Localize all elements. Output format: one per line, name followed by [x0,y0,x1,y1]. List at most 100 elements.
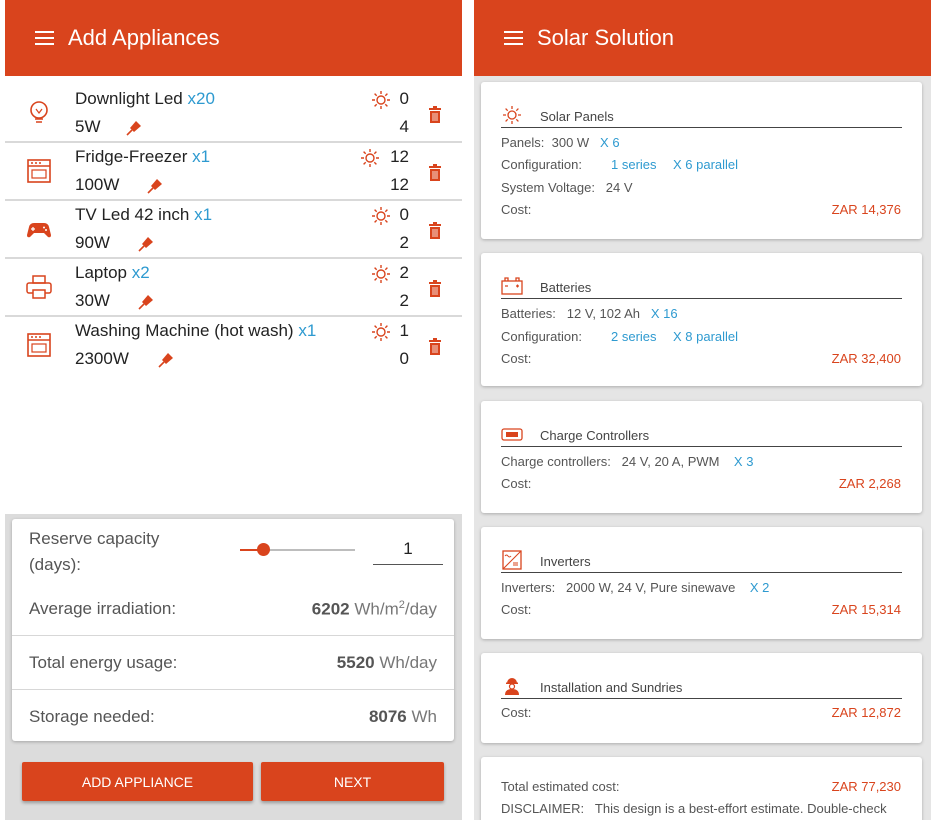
panels-value: 300 W [551,135,590,150]
sun-icon [372,91,390,109]
cost-value: ZAR 2,268 [838,476,901,491]
moon-icon [378,351,386,367]
washing-machine-icon [27,333,51,357]
moon-icon [378,119,386,135]
storage-needed-number: 8076 [368,707,407,726]
page-title: Solar Solution [537,25,674,50]
total-cost-label: Total estimated cost: [501,779,620,794]
menu-icon[interactable] [35,31,54,46]
reserve-capacity-slider[interactable] [240,543,355,556]
appliance-power: 100W [75,175,120,194]
appliance-qty[interactable]: x2 [131,263,150,282]
trash-icon[interactable] [428,280,442,297]
slider-knob[interactable] [257,543,270,556]
batteries-key: Batteries: [501,306,556,321]
divider [12,635,454,636]
controllers-value: 24 V, 20 A, PWM [621,454,720,469]
config-parallel: X 8 parallel [673,329,739,344]
battery-icon [501,277,523,295]
night-hours[interactable]: 0 [399,349,409,368]
batteries-multiplier: X 16 [650,306,678,321]
plug-icon [138,295,153,310]
charge-controller-icon [501,428,523,441]
card-header: Inverters [501,550,902,573]
panels-multiplier: X 6 [600,135,620,150]
appliance-row[interactable]: Downlight Led x20 5W 0 4 [5,85,462,143]
appliance-row[interactable]: Fridge-Freezer x1 100W 12 12 [5,143,462,201]
cost-value: ZAR 12,872 [831,705,901,720]
total-card: Total estimated cost: ZAR 77,230 DISCLAI… [481,757,922,820]
plug-icon [138,237,153,252]
add-appliance-button[interactable]: ADD APPLIANCE [22,762,253,801]
day-hours[interactable]: 0 [399,89,409,108]
moon-icon [378,235,386,251]
inverters-card: Inverters Inverters: 2000 W, 24 V, Pure … [481,527,922,639]
total-cost-value: ZAR 77,230 [831,779,901,794]
next-button[interactable]: NEXT [261,762,444,801]
appliance-row[interactable]: TV Led 42 inch x1 90W 0 2 [5,201,462,259]
appliance-name-text: Fridge-Freezer [75,147,188,166]
trash-icon[interactable] [428,164,442,181]
config-key: Configuration: [501,157,582,172]
day-hours[interactable]: 1 [399,321,409,340]
cost-label: Cost: [501,705,532,720]
sun-icon [372,323,390,341]
day-hours[interactable]: 0 [399,205,409,224]
fridge-icon [27,159,51,183]
trash-icon[interactable] [428,338,442,355]
appliance-name: Washing Machine (hot wash) x1 [75,321,316,341]
sun-icon [361,149,379,167]
irradiation-unit: Wh/m [354,599,399,619]
storage-needed-value: 8076 Wh [369,707,437,727]
sun-icon [372,265,390,283]
appliance-qty[interactable]: x1 [298,321,317,340]
storage-needed-unit: Wh [411,707,438,726]
panels-line: Panels: 300 W X 6 [501,135,620,150]
appliance-name-text: Washing Machine (hot wash) [75,321,294,340]
appliance-name: Downlight Led x20 [75,89,215,109]
app-bar: Solar Solution [474,0,931,76]
energy-usage-number: 5520 [336,653,375,672]
menu-icon[interactable] [504,31,523,46]
inverters-line: Inverters: 2000 W, 24 V, Pure sinewave X… [501,580,769,595]
irradiation-unit-exponent: 2 [398,599,405,611]
cost-value: ZAR 32,400 [831,351,901,366]
card-title: Inverters [540,554,591,569]
day-hours[interactable]: 12 [390,147,409,166]
inverter-icon [502,550,522,570]
controllers-key: Charge controllers: [501,454,611,469]
irradiation-unit-suffix: /day [404,599,437,619]
appliance-qty[interactable]: x1 [192,147,211,166]
printer-icon [26,275,52,299]
card-header: Solar Panels [501,106,902,128]
appliance-power: 90W [75,233,110,252]
appliance-name: TV Led 42 inch x1 [75,205,212,225]
reserve-days-input[interactable]: 1 [373,535,443,565]
batteries-value: 12 V, 102 Ah [566,306,641,321]
card-title: Charge Controllers [540,428,650,443]
configuration-line: Configuration: 2 series X 8 parallel [501,329,738,344]
night-hours[interactable]: 12 [390,175,409,194]
appliance-name-text: Laptop [75,263,127,282]
night-hours[interactable]: 2 [399,233,409,252]
night-hours[interactable]: 4 [399,117,409,136]
solar-solution-screen: Solar Solution Solar Panels Panels: 300 … [474,0,931,820]
appliance-qty[interactable]: x1 [194,205,213,224]
trash-icon[interactable] [428,222,442,239]
charge-controllers-card: Charge Controllers Charge controllers: 2… [481,401,922,513]
sun-icon [503,106,521,124]
appliance-row[interactable]: Laptop x2 30W 2 2 [5,259,462,317]
night-hours[interactable]: 2 [399,291,409,310]
plug-icon [126,121,141,136]
cost-label: Cost: [501,602,532,617]
irradiation-label: Average irradiation: [29,599,177,618]
cost-label: Cost: [501,202,532,217]
configuration-line: Configuration: 1 series X 6 parallel [501,157,738,172]
appliance-power: 30W [75,291,110,310]
trash-icon[interactable] [428,106,442,123]
appliance-row[interactable]: Washing Machine (hot wash) x1 2300W 1 0 [5,317,462,375]
appliance-qty[interactable]: x20 [187,89,215,108]
sun-icon [372,207,390,225]
day-hours[interactable]: 2 [399,263,409,282]
appliance-name-text: Downlight Led [75,89,183,108]
